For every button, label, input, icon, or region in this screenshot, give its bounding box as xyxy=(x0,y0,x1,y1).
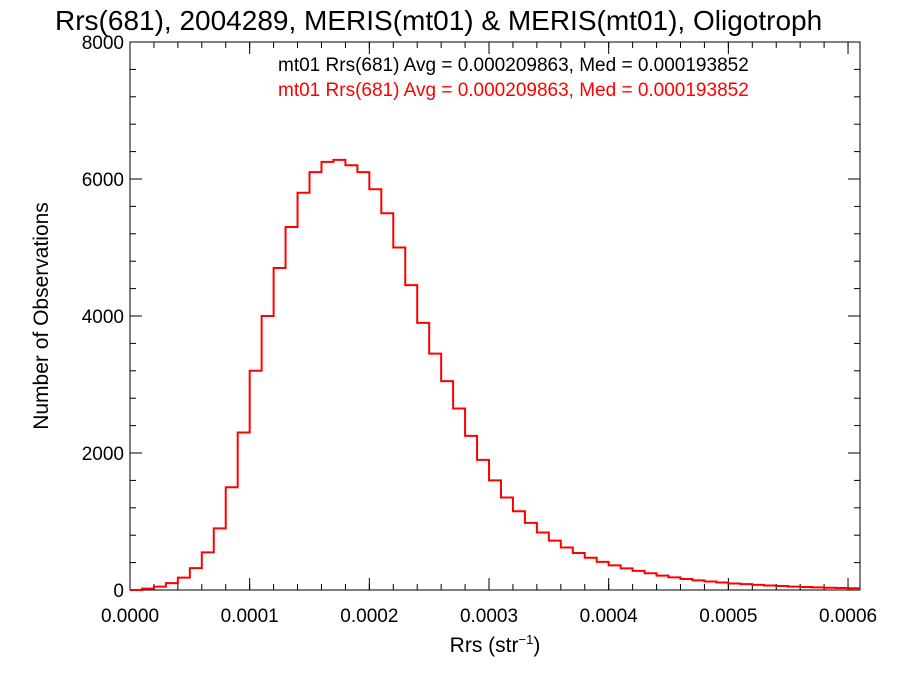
histogram-series-line xyxy=(130,158,860,591)
x-axis: 0.0000 0.0001 0.0002 0.0003 0.0004 0.0005 0.00… xyxy=(101,42,877,627)
x-tick-label: 0.0006 xyxy=(819,606,877,627)
series-layer xyxy=(130,158,860,591)
y-axis-label: Number of Observations xyxy=(30,202,53,430)
x-tick-label: 0.0002 xyxy=(340,606,398,627)
x-axis-label-main: Rrs (str xyxy=(450,634,519,657)
legend-entry-black: mt01 Rrs(681) Avg = 0.000209863, Med = 0… xyxy=(278,55,749,76)
y-tick-label: 6000 xyxy=(82,170,124,191)
y-tick-label: 4000 xyxy=(82,307,124,328)
x-axis-label-sup: −1 xyxy=(519,632,534,647)
plot-frame xyxy=(129,41,861,591)
x-tick-label: 0.0001 xyxy=(221,606,279,627)
x-axis-label: Rrs (str−1) xyxy=(450,632,541,657)
y-tick-label: 8000 xyxy=(82,33,124,54)
x-tick-label: 0.0004 xyxy=(580,606,639,627)
x-tick-label: 0.0000 xyxy=(101,606,159,627)
y-tick-label: 2000 xyxy=(82,444,124,465)
x-tick-label: 0.0005 xyxy=(699,606,757,627)
x-tick-label: 0.0003 xyxy=(460,606,518,627)
y-axis: 0 2000 4000 6000 8000 xyxy=(82,33,860,602)
y-tick-label: 0 xyxy=(113,581,124,602)
x-axis-label-close: ) xyxy=(533,634,540,657)
legend-entry-red: mt01 Rrs(681) Avg = 0.000209863, Med = 0… xyxy=(278,80,749,101)
chart-title: Rrs(681), 2004289, MERIS(mt01) & MERIS(m… xyxy=(55,5,822,36)
